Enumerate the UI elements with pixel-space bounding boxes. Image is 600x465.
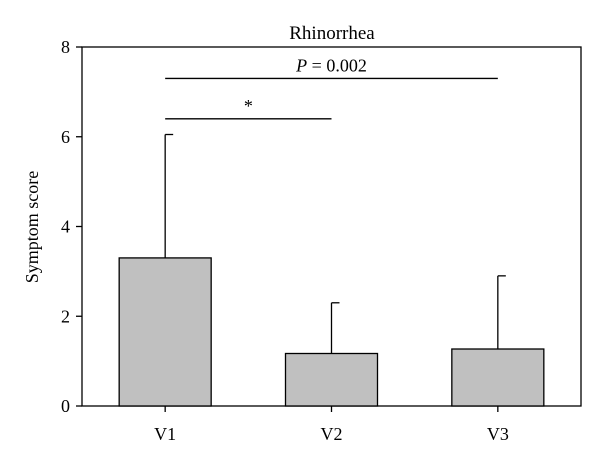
y-tick-label: 4: [61, 217, 70, 237]
x-tick-label: V2: [321, 424, 343, 444]
significance-label: *: [244, 96, 253, 116]
bar-v1: [118, 257, 212, 407]
bars-group: [118, 133, 545, 407]
significance-annotations: P = 0.002 *: [165, 55, 498, 120]
y-tick-label: 0: [61, 396, 70, 416]
y-tick-label: 6: [61, 127, 70, 147]
y-axis-label: Symptom score: [22, 171, 42, 284]
bar-v3: [451, 348, 545, 407]
bar-v2: [284, 352, 379, 407]
x-axis-ticks: V1 V2 V3: [154, 406, 509, 444]
chart-title: Rhinorrhea: [289, 23, 375, 44]
y-axis-ticks: 0 2 4 6 8: [61, 37, 82, 416]
y-tick-label: 2: [61, 306, 70, 326]
x-tick-label: V3: [487, 424, 509, 444]
x-tick-label: V1: [154, 424, 176, 444]
significance-label: P = 0.002: [295, 55, 367, 75]
y-tick-label: 8: [61, 37, 70, 57]
